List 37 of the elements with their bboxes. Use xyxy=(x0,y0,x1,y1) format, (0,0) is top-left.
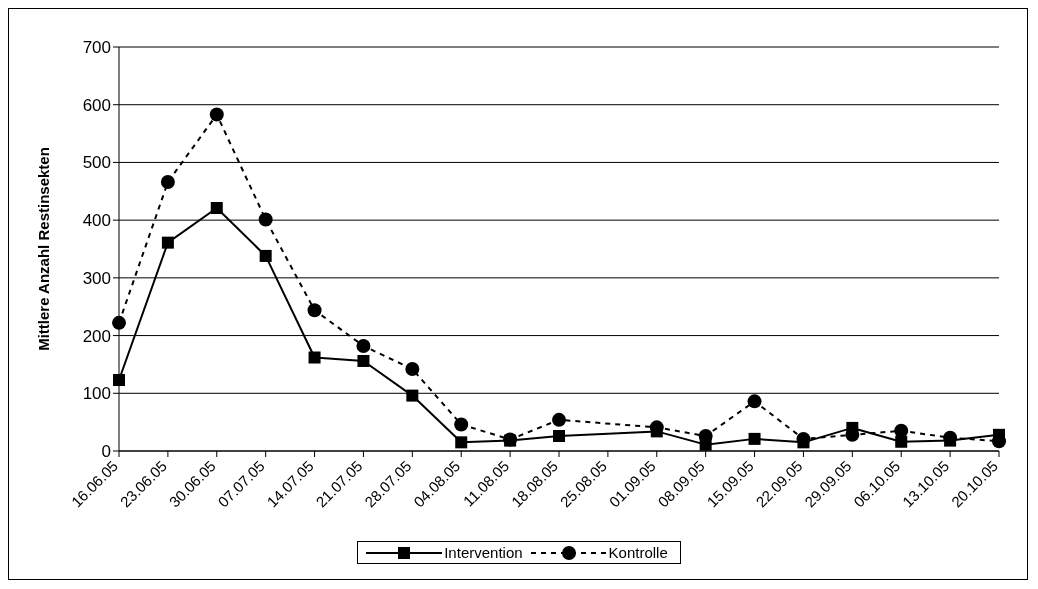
point xyxy=(113,374,125,387)
point xyxy=(258,212,273,227)
y-tick-label: 600 xyxy=(82,95,111,115)
y-tick-label: 500 xyxy=(82,153,111,173)
point xyxy=(160,175,175,190)
point xyxy=(748,432,761,445)
point xyxy=(356,338,371,353)
y-tick-label: 700 xyxy=(82,38,111,58)
point xyxy=(259,249,272,262)
point xyxy=(894,423,909,438)
point xyxy=(699,438,712,451)
legend-label: Intervention xyxy=(444,544,523,561)
point xyxy=(797,436,810,449)
point xyxy=(895,435,908,448)
y-tick-label: 400 xyxy=(82,211,111,231)
point xyxy=(161,236,174,249)
point xyxy=(210,202,223,215)
point xyxy=(112,315,126,330)
point xyxy=(944,434,957,447)
point xyxy=(747,394,762,409)
y-tick-label: 100 xyxy=(82,384,111,404)
point xyxy=(553,429,565,442)
point xyxy=(307,303,322,318)
point xyxy=(406,389,419,402)
y-tick-label: 0 xyxy=(101,442,111,462)
point xyxy=(308,351,321,364)
y-tick-label: 300 xyxy=(82,268,111,288)
y-axis-title: Mittlere Anzahl Restinsekten xyxy=(35,147,53,351)
point xyxy=(454,417,469,432)
point xyxy=(552,412,566,427)
point xyxy=(455,436,468,449)
legend-label: Kontrolle xyxy=(608,544,668,561)
point xyxy=(209,107,224,122)
point xyxy=(846,421,859,434)
point xyxy=(405,362,420,377)
y-tick-label: 200 xyxy=(82,326,111,346)
point xyxy=(357,354,370,367)
